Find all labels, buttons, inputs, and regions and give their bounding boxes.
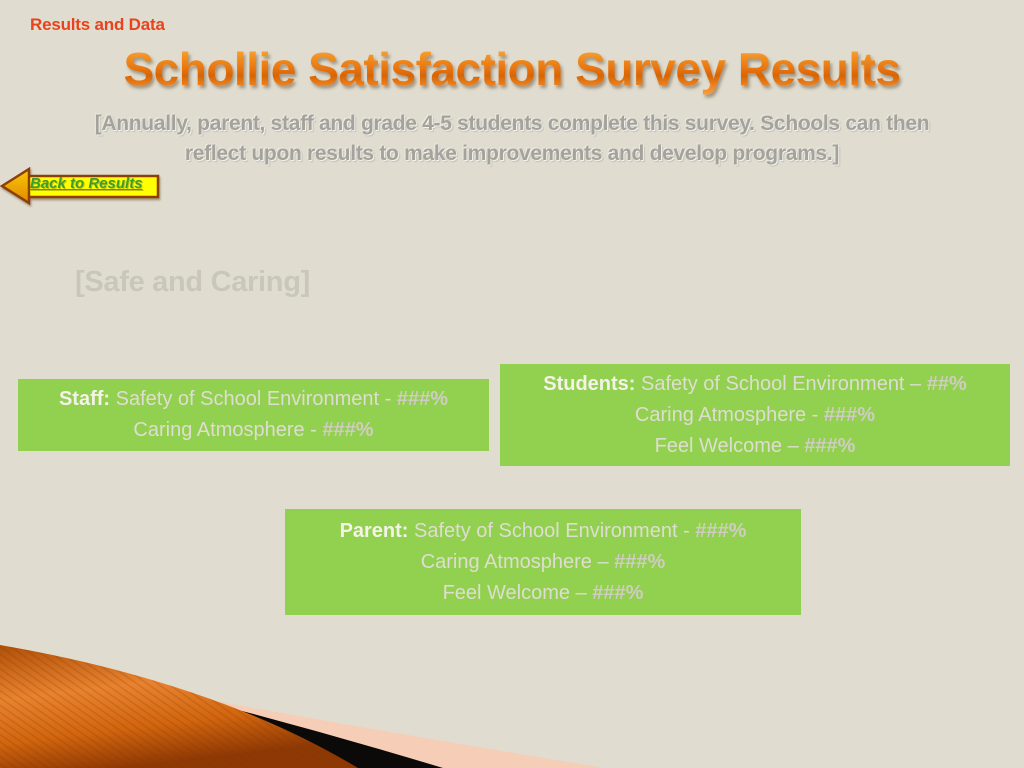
parent-results-box: Parent: Safety of School Environment - #…	[285, 509, 801, 615]
result-line: Feel Welcome – ###%	[654, 434, 856, 457]
staff-caring-value: ###%	[322, 419, 374, 441]
result-line: Feel Welcome – ###%	[442, 581, 644, 604]
students-safety-value: ##%	[926, 372, 967, 395]
result-line: Caring Atmosphere – ###%	[420, 550, 666, 573]
slide-subtitle: [Annually, parent, staff and grade 4-5 s…	[94, 112, 930, 165]
parent-label: Parent:	[339, 519, 409, 542]
parent-welcome-value: ###%	[592, 581, 644, 604]
orange-band-stripes	[0, 645, 358, 768]
students-label: Students:	[543, 372, 636, 395]
staff-label: Staff:	[58, 388, 111, 410]
back-to-results-label: Back to Results	[30, 175, 143, 192]
result-line: Students: Safety of School Environment –…	[543, 372, 967, 395]
staff-results-box: Staff: Safety of School Environment - ##…	[18, 379, 489, 451]
students-welcome-value: ###%	[804, 434, 856, 457]
students-results-box: Students: Safety of School Environment –…	[500, 364, 1010, 466]
parent-caring-value: ###%	[614, 550, 666, 573]
result-line: Parent: Safety of School Environment - #…	[339, 519, 747, 542]
parent-safety-value: ###%	[695, 519, 747, 542]
back-to-results-link[interactable]: Back to Results	[0, 167, 162, 205]
slide-title: Schollie Satisfaction Survey Results	[0, 42, 1024, 96]
slide-category-label: Results and Data	[30, 15, 165, 34]
students-caring-value: ###%	[823, 403, 876, 426]
bottom-corner-decoration	[0, 645, 605, 768]
back-arrow-icon	[0, 167, 160, 205]
result-line: Caring Atmosphere - ###%	[133, 419, 374, 441]
result-line: Caring Atmosphere - ###%	[634, 403, 876, 426]
staff-safety-value: ###%	[396, 388, 449, 410]
section-heading: [Safe and Caring]	[75, 266, 310, 298]
result-line: Staff: Safety of School Environment - ##…	[58, 388, 449, 410]
